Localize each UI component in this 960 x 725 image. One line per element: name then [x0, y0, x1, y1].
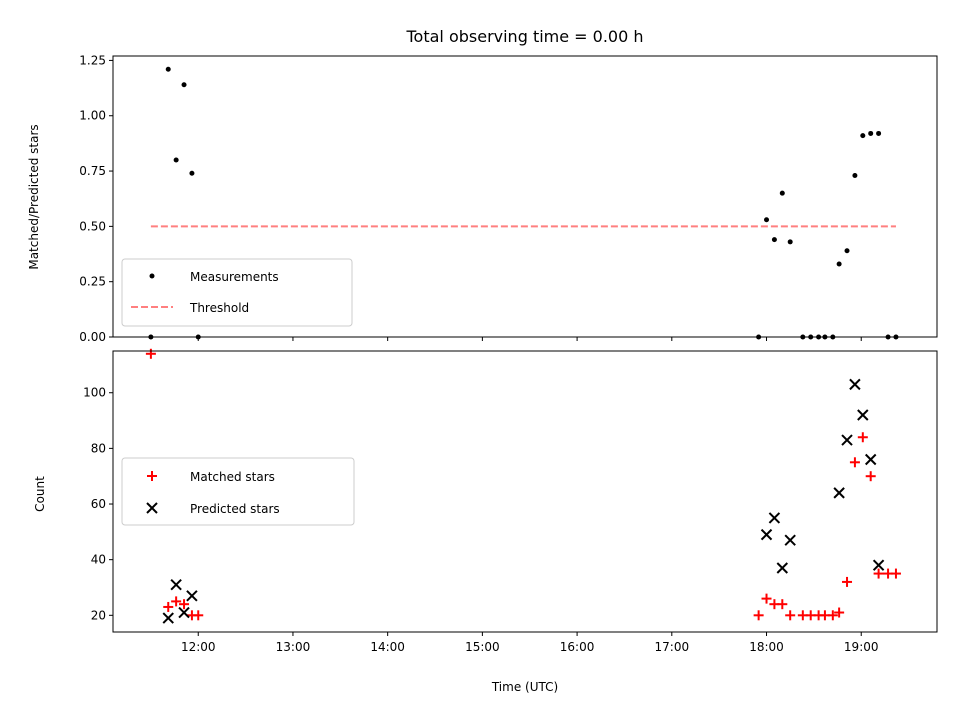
- bottom-legend: Matched stars Predicted stars: [121, 457, 355, 526]
- legend-matched-label: Matched stars: [190, 470, 275, 484]
- matched-stars-point: [193, 610, 204, 621]
- legend-predicted-label: Predicted stars: [190, 502, 280, 516]
- matched-stars-point: [834, 607, 845, 618]
- matched-stars-point: [873, 568, 884, 579]
- y-tick-label: 1.25: [79, 53, 106, 67]
- measurement-point: [165, 66, 171, 72]
- matched-stars-point: [145, 348, 156, 359]
- y-tick-label: 20: [91, 608, 106, 622]
- matched-stars-point: [753, 610, 764, 621]
- measurement-point: [189, 170, 195, 176]
- top-x-ticks: [197, 337, 862, 341]
- measurement-point: [764, 217, 770, 223]
- x-tick-label: 12:00: [181, 640, 216, 654]
- legend-threshold-label: Threshold: [189, 301, 249, 315]
- matched-stars-point: [179, 599, 190, 610]
- bottom-legend-box: [121, 457, 355, 526]
- matched-stars-point: [777, 599, 788, 610]
- measurement-point: [181, 82, 187, 88]
- bottom-marks: [145, 348, 901, 624]
- measurement-point: [860, 133, 866, 139]
- measurement-point: [779, 190, 785, 196]
- measurement-point: [836, 261, 842, 267]
- predicted-stars-point: [776, 562, 789, 574]
- predicted-stars-point: [760, 528, 773, 541]
- y-tick-label: 40: [91, 553, 106, 567]
- matched-stars-point: [890, 568, 901, 579]
- matched-stars-point: [842, 576, 853, 587]
- predicted-stars-point: [864, 453, 877, 466]
- x-tick-label: 14:00: [370, 640, 405, 654]
- y-tick-label: 0.00: [79, 330, 106, 344]
- predicted-stars-point: [857, 409, 869, 421]
- predicted-stars-point: [849, 378, 861, 391]
- legend-predicted-marker: [146, 502, 158, 514]
- y-tick-label: 80: [91, 441, 106, 455]
- x-tick-label: 19:00: [844, 640, 879, 654]
- matched-stars-point: [163, 601, 174, 612]
- matched-stars-point: [849, 457, 860, 468]
- legend-measurements-marker: [149, 273, 155, 279]
- matched-stars-point: [865, 471, 876, 482]
- predicted-stars-point: [162, 612, 174, 624]
- measurement-point: [844, 248, 850, 254]
- bottom-x-ticks: 12:00 13:00 14:00 15:00 16:00 17:00 18:00 19:00: [181, 632, 879, 654]
- predicted-stars-point: [186, 590, 198, 602]
- measurement-point: [771, 237, 777, 243]
- legend-matched-marker: [147, 471, 157, 481]
- x-axis-label: Time (UTC): [491, 680, 558, 694]
- predicted-stars-point: [833, 487, 845, 499]
- y-tick-label: 1.00: [79, 109, 106, 123]
- predicted-stars-point: [170, 578, 182, 591]
- measurement-point: [868, 130, 874, 136]
- predicted-stars-point: [872, 559, 885, 571]
- y-tick-label: 0.75: [79, 164, 106, 178]
- y-tick-label: 0.25: [79, 275, 106, 289]
- top-legend: Measurements Threshold: [121, 258, 353, 327]
- matched-stars-point: [827, 610, 838, 621]
- y-tick-label: 60: [91, 497, 106, 511]
- bottom-plot-frame: [112, 350, 938, 633]
- x-tick-label: 13:00: [276, 640, 311, 654]
- y-tick-label: 0.50: [79, 219, 106, 233]
- predicted-stars-point: [784, 534, 796, 546]
- top-y-axis-label: Matched/Predicted stars: [27, 124, 41, 269]
- top-plot-frame: [112, 55, 938, 338]
- x-tick-label: 18:00: [749, 640, 784, 654]
- bottom-y-ticks: 20 40 60 80 100: [83, 386, 113, 622]
- matched-stars-point: [785, 610, 796, 621]
- measurement-point: [787, 239, 793, 245]
- top-panel: Total observing time = 0.00 h Matched/Pr…: [27, 27, 938, 344]
- predicted-stars-point: [768, 512, 781, 524]
- top-y-ticks: 0.00 0.25 0.50 0.75 1.00 1.25: [79, 53, 113, 344]
- measurement-point: [852, 172, 858, 178]
- predicted-stars-point: [841, 434, 853, 446]
- measurement-point: [876, 130, 882, 136]
- chart-title: Total observing time = 0.00 h: [405, 27, 643, 46]
- matched-stars-point: [171, 596, 182, 607]
- x-tick-label: 17:00: [655, 640, 690, 654]
- top-legend-box: [121, 258, 353, 327]
- x-tick-label: 15:00: [465, 640, 500, 654]
- measurement-point: [173, 157, 179, 163]
- predicted-stars-point: [178, 606, 190, 619]
- x-tick-label: 16:00: [560, 640, 595, 654]
- matched-stars-point: [761, 593, 772, 604]
- bottom-y-axis-label: Count: [33, 476, 47, 512]
- legend-measurements-label: Measurements: [190, 270, 279, 284]
- y-tick-label: 100: [83, 386, 106, 400]
- matched-stars-point: [857, 432, 868, 443]
